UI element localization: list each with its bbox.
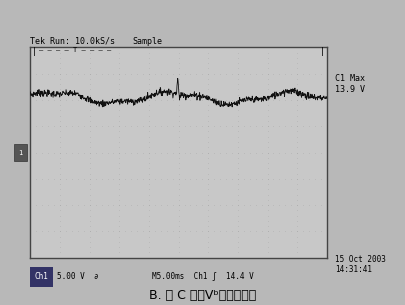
Text: C1 Max
13.9 V: C1 Max 13.9 V [334, 74, 364, 94]
Text: |: | [32, 47, 37, 56]
Text: — — — — T — — — —: — — — — T — — — — [38, 47, 111, 53]
FancyBboxPatch shape [14, 144, 28, 161]
Text: 1: 1 [19, 149, 23, 156]
Text: Tek Run: 10.0kS/s: Tek Run: 10.0kS/s [30, 37, 115, 46]
Text: 5.00 V  ∂: 5.00 V ∂ [57, 271, 98, 281]
Text: B. 缺 C 相时Vᵇ的实测波形: B. 缺 C 相时Vᵇ的实测波形 [149, 289, 256, 302]
Text: |: | [320, 47, 324, 56]
Text: M5.00ms  Ch1 ʃ  14.4 V: M5.00ms Ch1 ʃ 14.4 V [152, 271, 254, 281]
Text: Ch1: Ch1 [34, 272, 48, 281]
Text: Sample: Sample [132, 37, 162, 46]
Text: 15 Oct 2003
14:31:41: 15 Oct 2003 14:31:41 [334, 255, 385, 274]
